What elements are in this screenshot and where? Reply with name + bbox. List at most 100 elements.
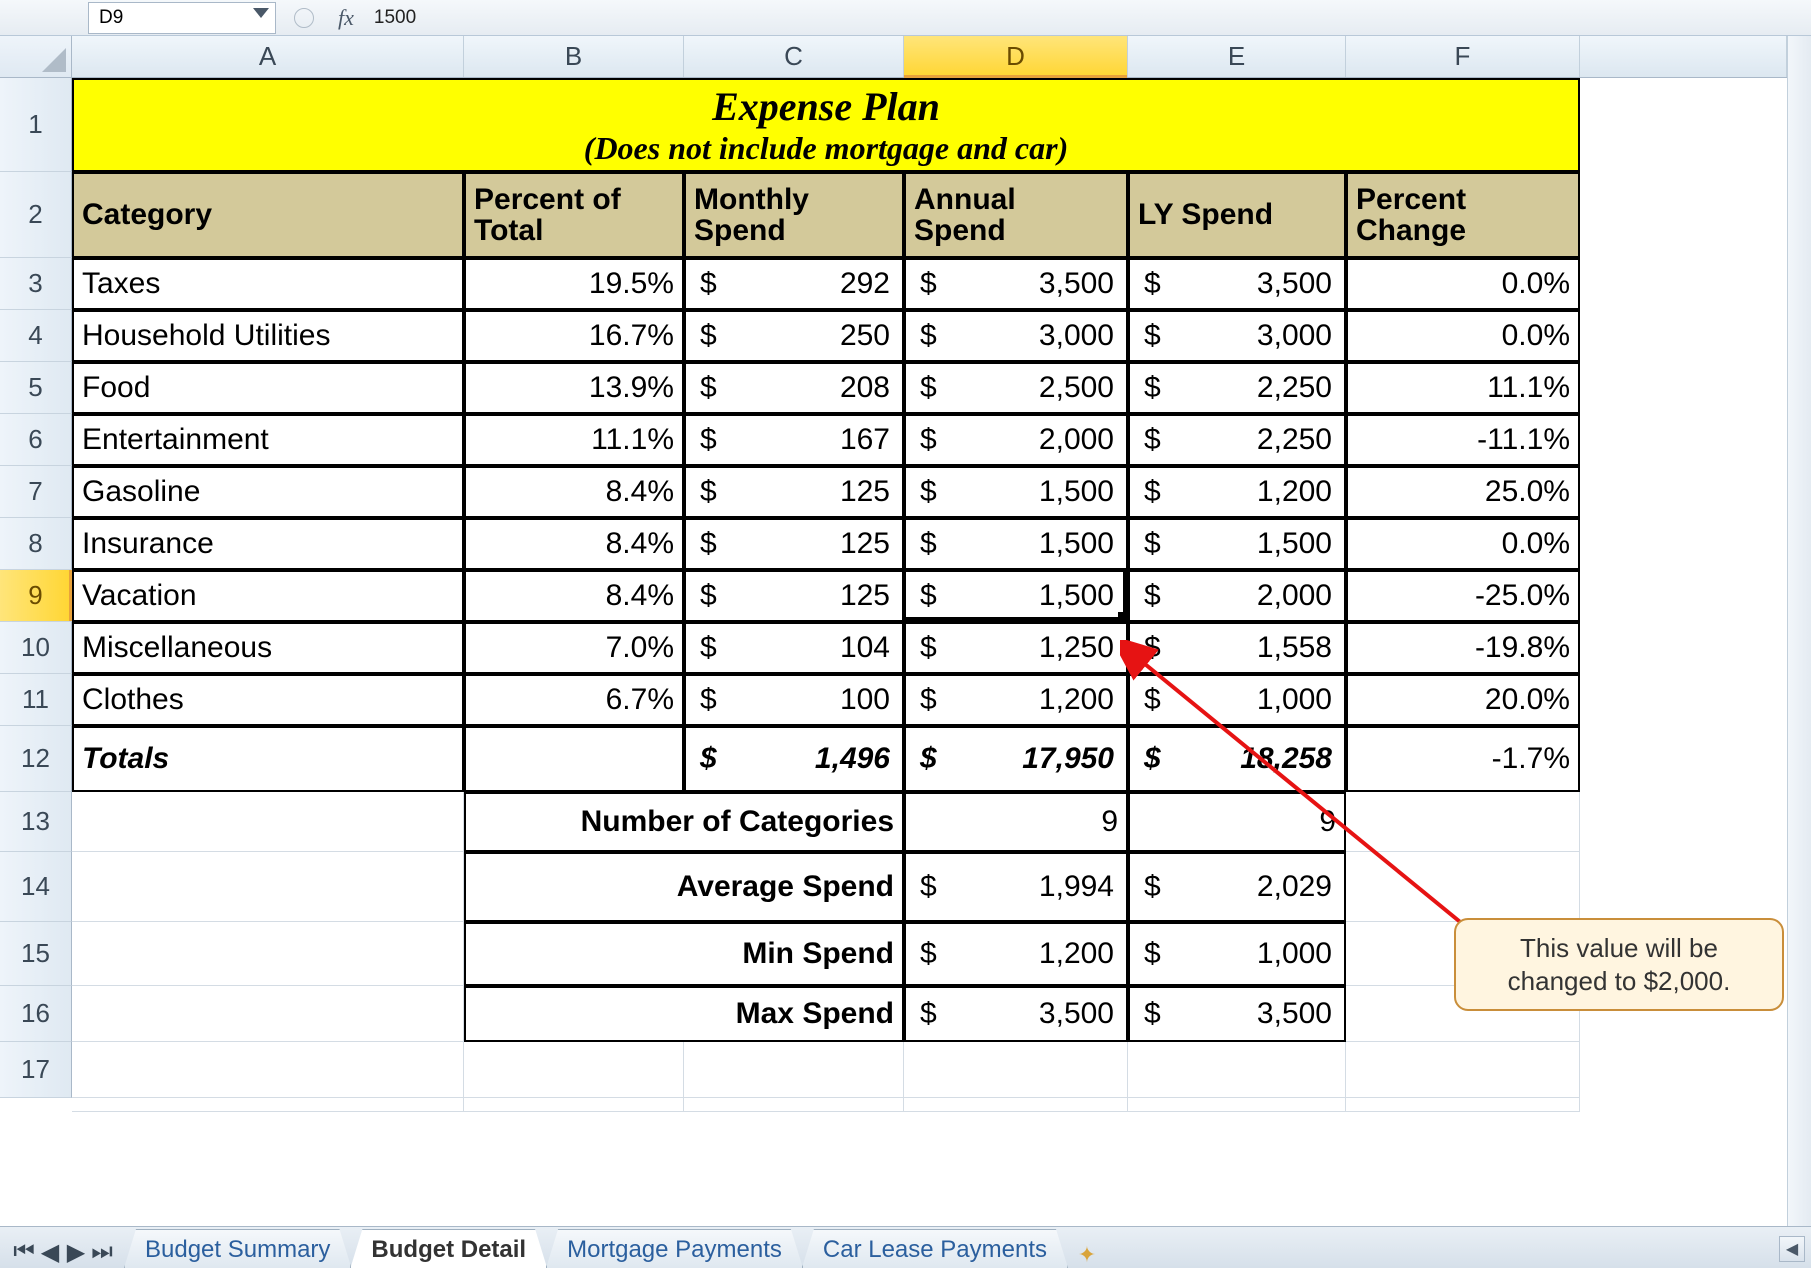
- horizontal-scrollbar[interactable]: ◀: [1779, 1236, 1805, 1262]
- header-ly-spend[interactable]: LY Spend: [1128, 172, 1346, 258]
- row-header-11[interactable]: 11: [0, 674, 72, 726]
- cell-ly-4[interactable]: $1,200: [1128, 466, 1346, 518]
- cell-blank-17-0[interactable]: [72, 1042, 464, 1098]
- cell-blank-17-3[interactable]: [904, 1042, 1128, 1098]
- cell-blank-18-0[interactable]: [72, 1098, 464, 1112]
- cell-ly-1[interactable]: $3,000: [1128, 310, 1346, 362]
- cell-monthly-6[interactable]: $125: [684, 570, 904, 622]
- sheet-tab-budget-summary[interactable]: Budget Summary: [124, 1229, 351, 1268]
- cell-blank-a-1[interactable]: [72, 852, 464, 922]
- cell-blank-17-2[interactable]: [684, 1042, 904, 1098]
- tab-nav-last-icon[interactable]: ⏭: [90, 1240, 114, 1264]
- name-box[interactable]: D9: [88, 2, 276, 34]
- cell-change-8[interactable]: 20.0%: [1346, 674, 1580, 726]
- stats-label-0[interactable]: Number of Categories: [464, 792, 904, 852]
- cell-ly-5[interactable]: $1,500: [1128, 518, 1346, 570]
- column-header-A[interactable]: A: [72, 36, 464, 77]
- stats-e-0[interactable]: 9: [1128, 792, 1346, 852]
- row-header-10[interactable]: 10: [0, 622, 72, 674]
- stats-e-2[interactable]: $1,000: [1128, 922, 1346, 986]
- cell-monthly-2[interactable]: $208: [684, 362, 904, 414]
- cell-monthly-3[interactable]: $167: [684, 414, 904, 466]
- cell-category-7[interactable]: Miscellaneous: [72, 622, 464, 674]
- cell-blank-17-5[interactable]: [1346, 1042, 1580, 1098]
- header-annual-spend[interactable]: AnnualSpend: [904, 172, 1128, 258]
- cell-monthly-8[interactable]: $100: [684, 674, 904, 726]
- cell-ly-8[interactable]: $1,000: [1128, 674, 1346, 726]
- cell-totals-change[interactable]: -1.7%: [1346, 726, 1580, 792]
- title-band[interactable]: Expense Plan(Does not include mortgage a…: [72, 78, 1580, 172]
- cell-blank-f-1[interactable]: [1346, 852, 1580, 922]
- cell-totals-blank[interactable]: [464, 726, 684, 792]
- row-header-9[interactable]: 9: [0, 570, 72, 622]
- column-header-B[interactable]: B: [464, 36, 684, 77]
- cell-change-2[interactable]: 11.1%: [1346, 362, 1580, 414]
- cell-change-6[interactable]: -25.0%: [1346, 570, 1580, 622]
- cell-category-5[interactable]: Insurance: [72, 518, 464, 570]
- stats-d-0[interactable]: 9: [904, 792, 1128, 852]
- cell-blank-a-2[interactable]: [72, 922, 464, 986]
- cell-annual-0[interactable]: $3,500: [904, 258, 1128, 310]
- cell-totals-ly[interactable]: $18,258: [1128, 726, 1346, 792]
- fx-icon[interactable]: fx: [328, 5, 364, 31]
- cell-annual-7[interactable]: $1,250: [904, 622, 1128, 674]
- row-header-12[interactable]: 12: [0, 726, 72, 792]
- cell-change-5[interactable]: 0.0%: [1346, 518, 1580, 570]
- stats-label-1[interactable]: Average Spend: [464, 852, 904, 922]
- cell-ly-6[interactable]: $2,000: [1128, 570, 1346, 622]
- cell-pct-7[interactable]: 7.0%: [464, 622, 684, 674]
- new-sheet-icon[interactable]: ✦: [1067, 1242, 1107, 1268]
- cell-category-0[interactable]: Taxes: [72, 258, 464, 310]
- cell-monthly-1[interactable]: $250: [684, 310, 904, 362]
- cell-ly-0[interactable]: $3,500: [1128, 258, 1346, 310]
- column-header-D[interactable]: D: [904, 36, 1128, 77]
- sheet-tab-budget-detail[interactable]: Budget Detail: [350, 1229, 547, 1268]
- cell-ly-7[interactable]: $1,558: [1128, 622, 1346, 674]
- cell-change-0[interactable]: 0.0%: [1346, 258, 1580, 310]
- cell-category-3[interactable]: Entertainment: [72, 414, 464, 466]
- cell-blank-f-0[interactable]: [1346, 792, 1580, 852]
- column-header-F[interactable]: F: [1346, 36, 1580, 77]
- cell-blank-17-1[interactable]: [464, 1042, 684, 1098]
- select-all-triangle[interactable]: [0, 36, 72, 78]
- cell-pct-6[interactable]: 8.4%: [464, 570, 684, 622]
- cell-change-3[interactable]: -11.1%: [1346, 414, 1580, 466]
- cell-annual-1[interactable]: $3,000: [904, 310, 1128, 362]
- row-header-5[interactable]: 5: [0, 362, 72, 414]
- cell-annual-5[interactable]: $1,500: [904, 518, 1128, 570]
- cell-category-6[interactable]: Vacation: [72, 570, 464, 622]
- cell-totals-annual[interactable]: $17,950: [904, 726, 1128, 792]
- stats-e-1[interactable]: $2,029: [1128, 852, 1346, 922]
- row-header-6[interactable]: 6: [0, 414, 72, 466]
- cell-annual-2[interactable]: $2,500: [904, 362, 1128, 414]
- cell-ly-3[interactable]: $2,250: [1128, 414, 1346, 466]
- cell-annual-4[interactable]: $1,500: [904, 466, 1128, 518]
- row-header-13[interactable]: 13: [0, 792, 72, 852]
- cell-blank-18-5[interactable]: [1346, 1098, 1580, 1112]
- stats-label-2[interactable]: Min Spend: [464, 922, 904, 986]
- cell-ly-2[interactable]: $2,250: [1128, 362, 1346, 414]
- row-header-17[interactable]: 17: [0, 1042, 72, 1098]
- row-header-4[interactable]: 4: [0, 310, 72, 362]
- cell-totals-label[interactable]: Totals: [72, 726, 464, 792]
- cell-blank-a-3[interactable]: [72, 986, 464, 1042]
- row-header-14[interactable]: 14: [0, 852, 72, 922]
- tab-nav-next-icon[interactable]: ▶: [64, 1240, 88, 1264]
- tab-nav-prev-icon[interactable]: ◀: [38, 1240, 62, 1264]
- cell-pct-3[interactable]: 11.1%: [464, 414, 684, 466]
- cell-monthly-0[interactable]: $292: [684, 258, 904, 310]
- formula-value[interactable]: 1500: [364, 7, 416, 29]
- cell-pct-2[interactable]: 13.9%: [464, 362, 684, 414]
- cell-annual-6[interactable]: $1,500: [904, 570, 1128, 622]
- cell-pct-0[interactable]: 19.5%: [464, 258, 684, 310]
- cell-pct-8[interactable]: 6.7%: [464, 674, 684, 726]
- cell-blank-18-4[interactable]: [1128, 1098, 1346, 1112]
- cell-monthly-5[interactable]: $125: [684, 518, 904, 570]
- stats-label-3[interactable]: Max Spend: [464, 986, 904, 1042]
- cell-annual-3[interactable]: $2,000: [904, 414, 1128, 466]
- stats-e-3[interactable]: $3,500: [1128, 986, 1346, 1042]
- cell-blank-18-3[interactable]: [904, 1098, 1128, 1112]
- tab-nav-first-icon[interactable]: ⏮: [12, 1240, 36, 1264]
- cell-blank-17-4[interactable]: [1128, 1042, 1346, 1098]
- stats-d-2[interactable]: $1,200: [904, 922, 1128, 986]
